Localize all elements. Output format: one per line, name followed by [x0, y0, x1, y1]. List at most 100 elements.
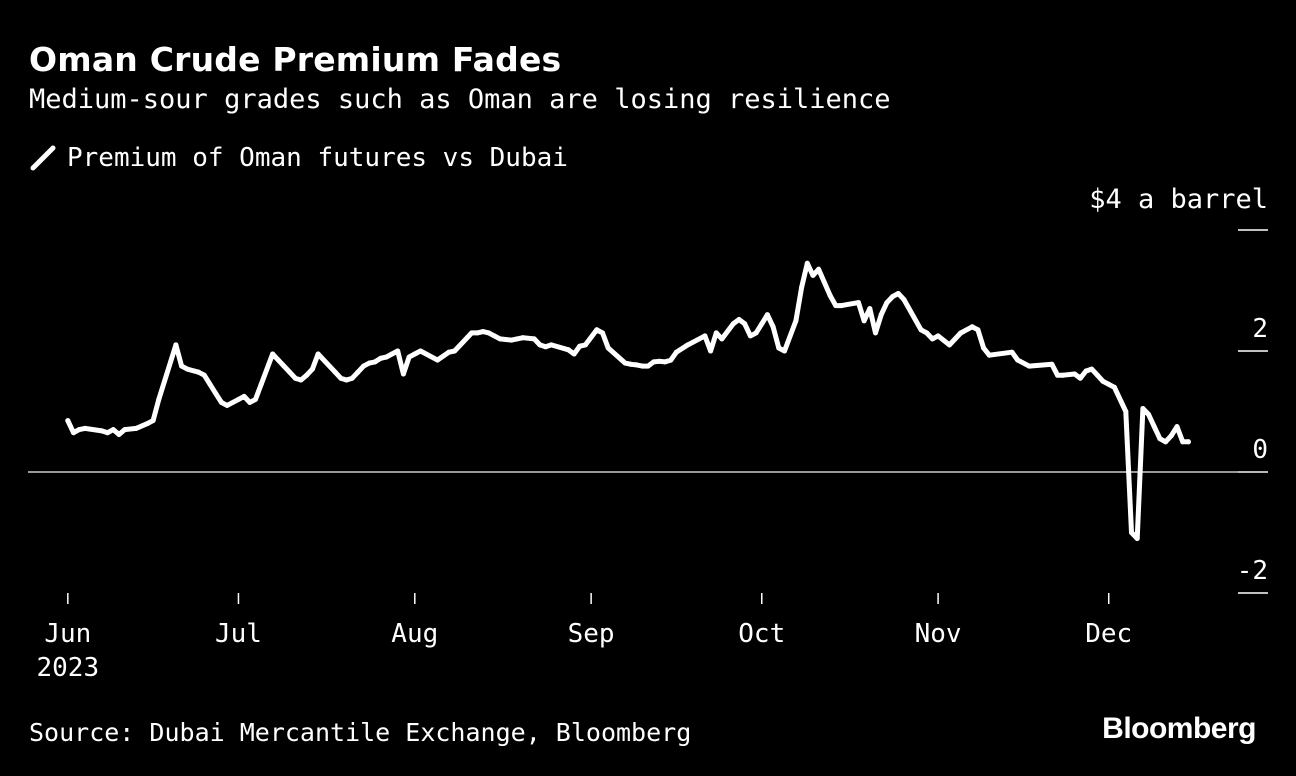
- data-point: [99, 428, 105, 434]
- data-point: [446, 349, 452, 355]
- x-tick-year-label: 2023: [37, 653, 100, 683]
- y-tick-label: 0: [1252, 435, 1268, 465]
- data-point: [201, 372, 207, 378]
- data-point: [816, 266, 822, 272]
- data-point: [520, 335, 526, 341]
- x-tick-label: Jun: [44, 619, 91, 649]
- data-point: [366, 360, 372, 366]
- data-point: [901, 297, 907, 303]
- data-point: [645, 363, 651, 369]
- data-point: [332, 369, 338, 375]
- data-point: [1060, 372, 1066, 378]
- data-point: [713, 330, 719, 336]
- data-point: [207, 381, 213, 387]
- x-tick-label: Jul: [215, 619, 262, 649]
- chart-title: Oman Crude Premium Fades: [29, 40, 562, 79]
- data-point: [452, 348, 458, 354]
- data-point: [1123, 409, 1129, 414]
- data-point: [349, 375, 355, 381]
- data-point: [935, 333, 941, 339]
- data-point: [668, 357, 674, 363]
- data-point: [156, 396, 162, 402]
- data-point: [389, 351, 395, 357]
- data-point: [1106, 381, 1112, 387]
- data-point: [480, 329, 486, 335]
- data-point: [986, 352, 992, 358]
- data-point: [975, 327, 981, 333]
- data-point: [253, 396, 258, 402]
- data-point: [1015, 357, 1021, 363]
- data-point: [1111, 384, 1117, 390]
- data-point: [1026, 363, 1032, 369]
- data-point: [258, 381, 264, 387]
- data-point: [799, 285, 805, 290]
- data-point: [110, 427, 116, 433]
- data-point: [150, 418, 156, 424]
- data-point: [173, 342, 179, 348]
- data-point: [435, 357, 440, 363]
- data-point: [486, 330, 492, 336]
- data-point: [491, 333, 497, 339]
- data-point: [71, 430, 76, 436]
- legend-label: Premium of Oman futures vs Dubai: [67, 143, 568, 173]
- data-point: [179, 363, 185, 369]
- data-point: [82, 425, 88, 431]
- y-tick-label: -2: [1237, 556, 1268, 586]
- data-point: [355, 369, 361, 375]
- data-point: [1140, 406, 1146, 411]
- data-point: [958, 330, 964, 336]
- data-point: [708, 348, 714, 354]
- series-points: [65, 260, 1191, 541]
- data-point: [1077, 375, 1083, 381]
- data-point: [144, 421, 150, 427]
- data-point: [600, 330, 605, 336]
- data-point: [116, 432, 122, 437]
- data-point: [309, 366, 315, 372]
- data-point: [469, 330, 475, 336]
- data-point: [548, 342, 554, 348]
- data-point: [884, 300, 890, 306]
- data-point: [395, 348, 401, 354]
- data-point: [270, 351, 276, 357]
- data-point: [361, 363, 367, 369]
- data-point: [856, 300, 861, 306]
- chart-subtitle: Medium-sour grades such as Oman are losi…: [29, 84, 891, 115]
- data-point: [873, 330, 878, 336]
- data-point: [315, 351, 321, 357]
- data-point: [639, 363, 645, 369]
- data-point: [378, 355, 384, 361]
- data-point: [497, 336, 503, 342]
- data-point: [622, 360, 628, 366]
- data-point: [514, 336, 520, 342]
- data-point: [827, 292, 833, 298]
- data-point: [218, 399, 224, 405]
- data-point: [304, 372, 310, 378]
- data-point: [213, 390, 219, 396]
- x-tick-label: Oct: [738, 619, 785, 649]
- data-point: [1163, 439, 1169, 445]
- data-point: [878, 312, 884, 318]
- data-point: [509, 337, 514, 343]
- data-point: [247, 399, 253, 405]
- data-point: [918, 327, 924, 333]
- data-point: [782, 348, 787, 354]
- data-point: [196, 369, 202, 375]
- data-point: [1009, 349, 1015, 355]
- data-point: [1129, 530, 1134, 535]
- data-point: [742, 321, 748, 327]
- data-point: [531, 336, 537, 342]
- data-point: [1094, 372, 1100, 378]
- y-axis: 2 0 -2: [1237, 229, 1268, 594]
- data-point: [833, 303, 839, 309]
- data-point: [184, 366, 190, 372]
- data-point: [929, 336, 935, 342]
- data-point: [685, 342, 691, 348]
- bloomberg-logo: Bloomberg: [1102, 712, 1256, 745]
- data-point: [418, 348, 423, 354]
- data-point: [969, 324, 975, 330]
- data-point: [287, 369, 293, 375]
- data-point: [1100, 378, 1106, 384]
- data-point: [770, 324, 776, 330]
- data-point: [1180, 439, 1186, 445]
